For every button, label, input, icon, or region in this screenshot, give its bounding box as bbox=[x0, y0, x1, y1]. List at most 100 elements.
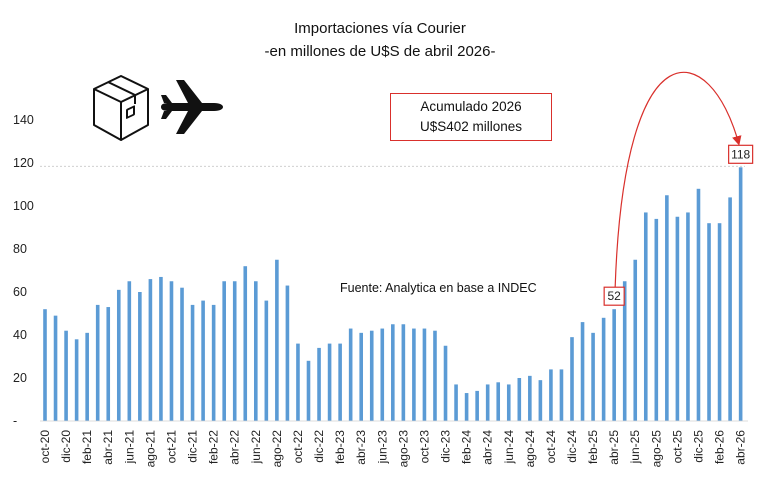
bar-nov-24 bbox=[559, 369, 564, 421]
bar-mar-21 bbox=[95, 304, 100, 421]
growth-arrow bbox=[614, 71, 742, 288]
bar-abr-25 bbox=[612, 309, 616, 421]
bar-ene-24 bbox=[454, 384, 458, 421]
x-tick-label: ago-21 bbox=[143, 430, 157, 468]
callout-line1: Acumulado 2026 bbox=[420, 99, 522, 114]
bar-may-25 bbox=[622, 281, 627, 421]
bar-oct-24 bbox=[549, 369, 553, 421]
bar-dic-21 bbox=[190, 304, 195, 421]
bar-sep-24 bbox=[538, 380, 543, 421]
x-tick-label: abr-21 bbox=[101, 430, 115, 465]
bar-jun-21 bbox=[127, 281, 132, 421]
bar-dic-24 bbox=[570, 337, 574, 421]
y-tick-label: 20 bbox=[13, 371, 27, 385]
x-tick-label: abr-25 bbox=[607, 430, 621, 465]
x-tick-label: feb-26 bbox=[713, 430, 727, 464]
bar-sep-23 bbox=[412, 328, 416, 421]
x-tick-label: dic-21 bbox=[186, 430, 200, 463]
bar-nov-21 bbox=[180, 287, 184, 421]
bar-ene-21 bbox=[74, 339, 79, 421]
box-icon bbox=[93, 75, 149, 141]
x-tick-label: dic-22 bbox=[312, 430, 326, 463]
bar-jun-23 bbox=[380, 328, 385, 421]
chart-subtitle: -en millones de U$S de abril 2026- bbox=[264, 43, 496, 60]
y-tick-label: 140 bbox=[13, 113, 34, 127]
bar-abr-24 bbox=[485, 384, 490, 421]
bar-may-24 bbox=[496, 382, 501, 421]
bar-feb-22 bbox=[211, 304, 216, 421]
bar-mar-24 bbox=[475, 390, 479, 421]
y-tick-label: 60 bbox=[13, 285, 27, 299]
bar-mar-26 bbox=[728, 197, 732, 421]
bar-oct-20 bbox=[43, 309, 47, 421]
cumulative-callout: Acumulado 2026 U$S402 millones bbox=[390, 93, 552, 141]
x-tick-label: oct-24 bbox=[544, 430, 558, 464]
bar-mar-22 bbox=[222, 281, 226, 421]
bar-ene-23 bbox=[327, 343, 332, 421]
bar-sep-21 bbox=[159, 276, 163, 421]
bar-abr-22 bbox=[232, 281, 237, 421]
y-tick-label: 80 bbox=[13, 242, 27, 256]
bar-ago-25 bbox=[654, 218, 659, 421]
bar-jul-25 bbox=[643, 212, 648, 421]
x-tick-label: jun-24 bbox=[502, 430, 516, 465]
bar-mar-23 bbox=[348, 328, 353, 421]
bar-ago-24 bbox=[528, 375, 532, 421]
bar-dic-25 bbox=[696, 188, 701, 421]
x-tick-label: abr-23 bbox=[354, 430, 368, 465]
bar-jun-25 bbox=[633, 259, 638, 421]
x-tick-label: oct-22 bbox=[291, 430, 305, 464]
x-tick-label: ago-24 bbox=[523, 430, 537, 468]
y-tick-label: 100 bbox=[13, 199, 34, 213]
airplane-icon bbox=[161, 80, 223, 134]
x-tick-label: oct-23 bbox=[417, 430, 431, 464]
bar-ene-25 bbox=[580, 322, 585, 421]
bar-jul-24 bbox=[517, 378, 522, 421]
chart-title: Importaciones vía Courier bbox=[294, 20, 466, 37]
bar-oct-22 bbox=[296, 343, 300, 421]
x-tick-label: jun-21 bbox=[122, 430, 136, 465]
x-tick-label: abr-24 bbox=[481, 430, 495, 465]
x-tick-label: abr-22 bbox=[228, 430, 242, 465]
x-tick-label: abr-26 bbox=[734, 430, 748, 465]
bar-nov-20 bbox=[53, 315, 58, 421]
x-tick-label: dic-23 bbox=[439, 430, 453, 463]
bar-nov-22 bbox=[306, 360, 311, 421]
bar-ago-22 bbox=[275, 259, 279, 421]
bar-may-23 bbox=[369, 330, 374, 421]
bar-jul-22 bbox=[264, 300, 269, 421]
data-label: 118 bbox=[731, 147, 750, 161]
bar-abr-23 bbox=[359, 332, 363, 421]
bar-feb-26 bbox=[717, 223, 722, 421]
bar-jun-22 bbox=[254, 281, 258, 421]
bar-oct-25 bbox=[675, 216, 680, 421]
data-label: 52 bbox=[607, 289, 621, 303]
bar-jul-23 bbox=[391, 324, 395, 421]
x-tick-label: oct-20 bbox=[38, 430, 52, 464]
x-tick-label: ago-25 bbox=[649, 430, 663, 468]
bar-dic-20 bbox=[64, 330, 68, 421]
x-tick-label: ago-22 bbox=[270, 430, 284, 468]
bar-may-21 bbox=[116, 289, 121, 421]
y-tick-label: 120 bbox=[13, 156, 34, 170]
x-tick-label: oct-21 bbox=[164, 430, 178, 464]
bar-feb-23 bbox=[338, 343, 342, 421]
x-tick-label: jun-23 bbox=[375, 430, 389, 465]
x-tick-label: feb-25 bbox=[586, 430, 600, 464]
bar-may-22 bbox=[243, 266, 248, 421]
bar-feb-21 bbox=[85, 332, 89, 421]
y-tick-label: - bbox=[13, 414, 17, 428]
bar-feb-24 bbox=[464, 393, 469, 421]
y-tick-label: 40 bbox=[13, 328, 27, 342]
bar-jun-24 bbox=[506, 384, 511, 421]
bar-abr-26 bbox=[738, 167, 743, 421]
bar-oct-23 bbox=[422, 328, 427, 421]
source-note: Fuente: Analytica en base a INDEC bbox=[340, 281, 537, 295]
x-tick-label: ago-23 bbox=[396, 430, 410, 468]
x-tick-label: feb-21 bbox=[80, 430, 94, 464]
x-tick-label: jun-25 bbox=[628, 430, 642, 465]
bar-nov-23 bbox=[433, 330, 437, 421]
bar-mar-25 bbox=[601, 317, 606, 421]
